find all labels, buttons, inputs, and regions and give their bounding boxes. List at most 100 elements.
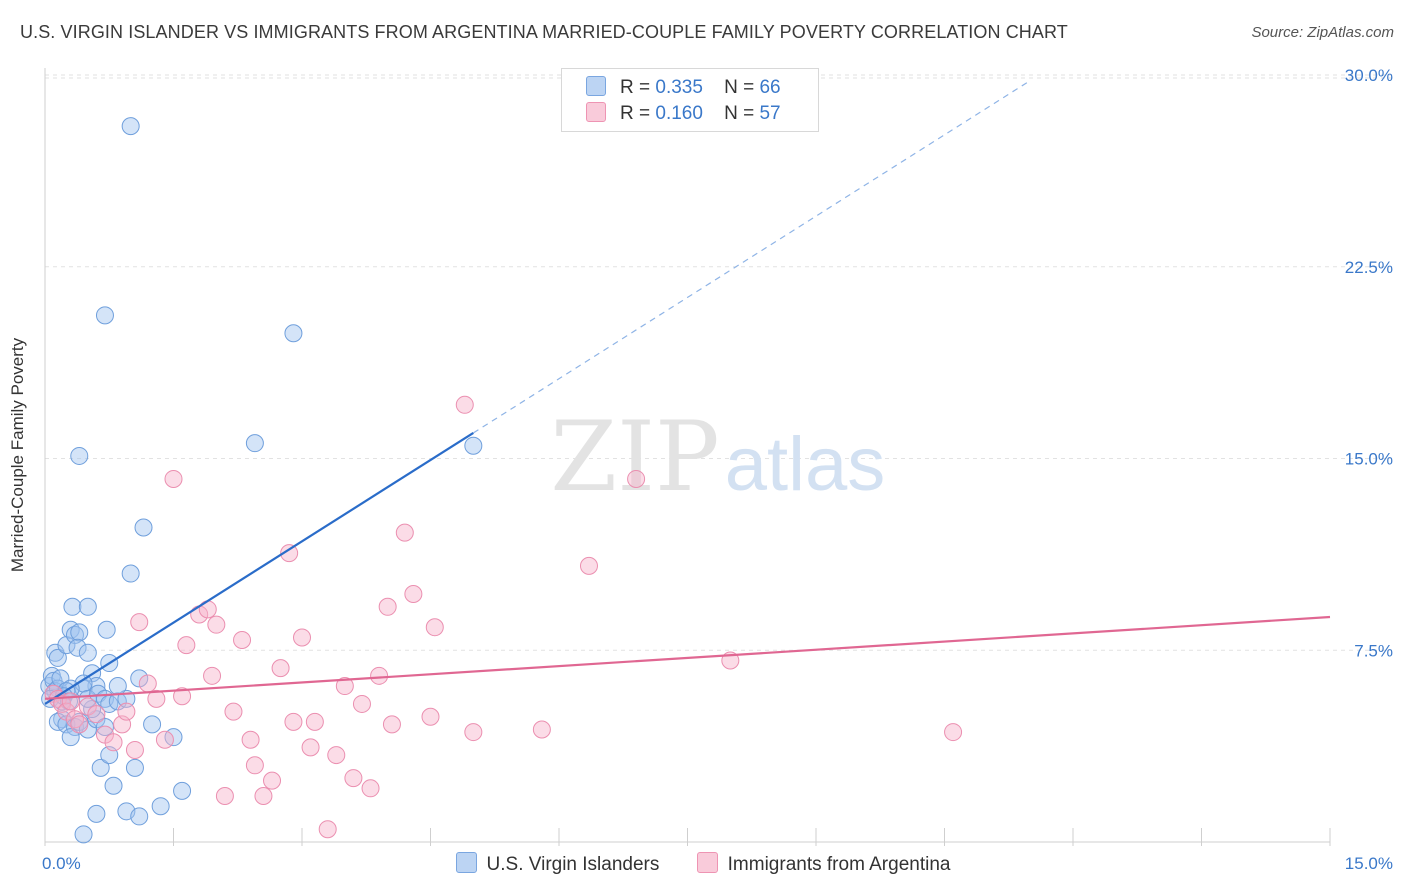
- point-argentina: [104, 733, 123, 752]
- point-virgin-islanders: [143, 715, 162, 734]
- point-virgin-islanders: [130, 669, 149, 688]
- legend-swatch-pink: [696, 852, 718, 873]
- point-argentina: [284, 712, 303, 731]
- point-virgin-islanders: [61, 728, 80, 747]
- point-argentina: [305, 712, 324, 731]
- trend-line-argentina: [44, 615, 1331, 700]
- point-virgin-islanders: [97, 620, 116, 639]
- point-argentina: [70, 715, 89, 734]
- correlation-legend: R = 0.335 N = 66 R = 0.160 N = 57: [561, 68, 819, 132]
- point-virgin-islanders: [151, 797, 170, 816]
- point-argentina: [198, 600, 217, 619]
- point-argentina: [455, 395, 474, 414]
- chart-title: U.S. VIRGIN ISLANDER VS IMMIGRANTS FROM …: [20, 22, 1068, 42]
- legend-r-label: R =: [620, 77, 651, 98]
- point-virgin-islanders: [134, 518, 153, 537]
- point-argentina: [344, 769, 363, 788]
- legend-n-label: N =: [724, 77, 755, 98]
- point-argentina: [241, 730, 260, 749]
- legend-swatch-blue: [455, 852, 477, 873]
- y-tick-label: 30.0%: [1345, 66, 1393, 85]
- point-virgin-islanders: [70, 446, 89, 465]
- point-argentina: [361, 779, 380, 798]
- point-virgin-islanders: [87, 804, 106, 823]
- point-argentina: [138, 674, 157, 693]
- point-argentina: [532, 720, 551, 739]
- point-argentina: [293, 628, 311, 647]
- legend-r-value-1: 0.335: [655, 77, 703, 98]
- point-argentina: [382, 715, 401, 734]
- point-virgin-islanders: [78, 643, 97, 662]
- point-argentina: [263, 771, 282, 790]
- point-argentina: [301, 738, 320, 757]
- legend-n-value-1: 66: [759, 77, 781, 98]
- point-argentina: [254, 786, 273, 805]
- x-tick-label-min: 0.0%: [42, 854, 81, 873]
- point-virgin-islanders: [48, 648, 67, 667]
- x-tick-label-max: 15.0%: [1345, 854, 1393, 873]
- point-argentina: [944, 723, 963, 742]
- source-label: Source: ZipAtlas.com: [1251, 24, 1394, 41]
- point-virgin-islanders: [108, 677, 127, 696]
- point-argentina: [378, 597, 397, 616]
- point-argentina: [207, 615, 226, 634]
- point-argentina: [464, 723, 483, 742]
- point-argentina: [130, 613, 149, 632]
- point-argentina: [224, 702, 243, 721]
- series-legend: U.S. Virgin Islanders Immigrants from Ar…: [0, 852, 1406, 876]
- tick-labels: 7.5% 15.0% 22.5% 30.0% 0.0% 15.0%: [42, 66, 1393, 873]
- legend-row-virgin-islanders: R = 0.335 N = 66: [586, 76, 781, 100]
- point-argentina: [425, 618, 444, 637]
- point-virgin-islanders: [78, 597, 97, 616]
- y-tick-label: 22.5%: [1345, 258, 1393, 277]
- y-tick-label: 15.0%: [1345, 450, 1393, 469]
- point-argentina: [177, 636, 196, 655]
- legend-label-virgin-islanders: U.S. Virgin Islanders: [486, 854, 660, 875]
- point-argentina: [280, 544, 299, 563]
- point-argentina: [125, 740, 144, 759]
- point-argentina: [627, 469, 646, 488]
- point-virgin-islanders: [63, 597, 82, 616]
- point-argentina: [404, 585, 423, 604]
- point-virgin-islanders: [104, 776, 123, 795]
- legend-item-argentina[interactable]: Immigrants from Argentina: [696, 852, 951, 876]
- point-virgin-islanders: [74, 825, 93, 844]
- point-argentina: [579, 556, 598, 575]
- point-argentina: [318, 820, 337, 839]
- point-virgin-islanders: [121, 117, 140, 136]
- point-argentina: [271, 659, 290, 678]
- point-virgin-islanders: [125, 758, 144, 777]
- point-argentina: [335, 677, 354, 696]
- watermark-zip: ZIP: [550, 401, 719, 513]
- point-virgin-islanders: [464, 436, 483, 455]
- point-argentina: [352, 694, 371, 713]
- point-argentina: [395, 523, 414, 542]
- point-virgin-islanders: [95, 306, 114, 325]
- point-virgin-islanders: [68, 638, 87, 657]
- point-argentina: [215, 786, 234, 805]
- legend-r-value-2: 0.160: [655, 103, 703, 124]
- legend-n-label: N =: [724, 103, 755, 124]
- legend-swatch-blue: [586, 76, 606, 96]
- axes: [44, 68, 1331, 846]
- point-virgin-islanders: [91, 758, 110, 777]
- legend-item-virgin-islanders[interactable]: U.S. Virgin Islanders: [455, 852, 660, 876]
- point-virgin-islanders: [245, 434, 264, 453]
- y-tick-label: 7.5%: [1354, 641, 1393, 660]
- point-argentina: [164, 469, 183, 488]
- point-argentina: [61, 692, 80, 711]
- point-virgin-islanders: [130, 807, 149, 826]
- point-argentina: [173, 687, 192, 706]
- y-axis-label: Married-Couple Family Poverty: [8, 337, 27, 573]
- legend-label-argentina: Immigrants from Argentina: [727, 854, 951, 875]
- point-argentina: [233, 631, 252, 650]
- point-argentina: [370, 666, 389, 685]
- point-argentina: [155, 730, 174, 749]
- point-argentina: [245, 756, 264, 775]
- gridlines: [45, 74, 1392, 651]
- point-argentina: [203, 666, 222, 685]
- trend-line-virgin-islanders: [44, 432, 474, 705]
- legend-n-value-2: 57: [759, 103, 781, 124]
- legend-r-label: R =: [620, 103, 651, 124]
